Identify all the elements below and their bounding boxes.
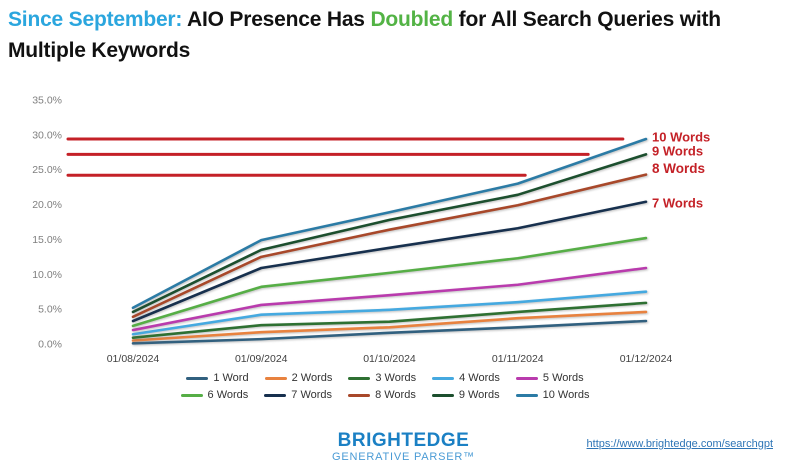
legend-label: 1 Word [213, 372, 249, 384]
series-line-4-words [131, 290, 648, 336]
legend-swatch [186, 376, 209, 380]
series-line-1-word [131, 319, 648, 345]
legend-item-6-words: 6 Words [180, 389, 249, 401]
y-tick-label: 5.0% [38, 304, 62, 316]
y-tick-label: 25.0% [32, 164, 62, 176]
page-title: Since September: AIO Presence Has Double… [8, 4, 792, 66]
series-line-6-words [131, 236, 648, 328]
series-line-8-words [131, 173, 648, 319]
x-tick-label: 01/08/2024 [107, 353, 160, 365]
legend-label: 7 Words [291, 389, 333, 401]
title-segment: Doubled [370, 8, 454, 31]
legend-swatch [180, 393, 203, 397]
chart-legend: 1 Word 2 Words 3 Words 4 Words 5 Words 6 Wor… [0, 372, 770, 406]
chart-svg: 0.0% 5.0% 10.0% 15.0% 20.0% 25.0% 30.0% 35.0% 01… [32, 95, 710, 366]
title-segment: AIO Presence Has [182, 8, 371, 31]
x-tick-label: 01/09/2024 [235, 353, 288, 365]
legend-label: 5 Words [542, 372, 584, 384]
x-tick-label: 01/10/2024 [363, 353, 416, 365]
annotation-label-9-words: 9 Words [652, 143, 703, 158]
searchgpt-link[interactable]: https://www.brightedge.com/searchgpt [586, 438, 773, 450]
y-tick-label: 20.0% [32, 199, 62, 211]
legend-swatch [348, 393, 371, 397]
legend-swatch [264, 393, 287, 397]
x-tick-label: 01/11/2024 [492, 353, 544, 365]
legend-swatch [348, 376, 371, 380]
legend-swatch [515, 376, 538, 380]
legend-item-9-words: 9 Words [431, 389, 500, 401]
title-segment: Multiple Keywords [8, 39, 191, 62]
legend-item-7-words: 7 Words [264, 389, 332, 401]
series-line-2-words [131, 310, 648, 342]
legend-swatch [264, 376, 287, 380]
annotation-label-7-words: 7 Words [652, 196, 703, 211]
y-tick-label: 30.0% [32, 129, 62, 141]
legend-swatch [515, 393, 538, 397]
legend-item-2-words: 2 Words [264, 372, 333, 384]
legend-swatch [432, 376, 455, 380]
brightedge-logo: BRIGHTEDGE GENERATIVE PARSER™ [332, 431, 475, 464]
legend-item-8-words: 8 Words [348, 389, 416, 401]
legend-item-4-words: 4 Words [432, 372, 500, 384]
legend-label: 6 Words [207, 389, 249, 401]
annotation-label-8-words: 8 Words [652, 161, 705, 176]
legend-item-10-words: 10 Words [515, 389, 590, 401]
legend-item-3-words: 3 Words [348, 372, 416, 384]
chart-area: 0.0% 5.0% 10.0% 15.0% 20.0% 25.0% 30.0% 35.0% 01… [0, 88, 800, 378]
series-line-5-words [131, 266, 648, 332]
series-line-10-words [131, 137, 648, 310]
legend-row-2: 6 Words 7 Words 8 Words 9 Words 10 Words [0, 389, 770, 401]
y-tick-label: 35.0% [32, 95, 62, 107]
legend-label: 10 Words [542, 389, 590, 401]
legend-item-5-words: 5 Words [515, 372, 584, 384]
series-line-3-words [131, 301, 648, 340]
logo-product-text: GENERATIVE PARSER™ [332, 451, 475, 463]
y-tick-label: 15.0% [32, 234, 62, 246]
series-line-7-words [131, 200, 648, 323]
y-tick-label: 0.0% [38, 339, 62, 351]
annotation-label-10-words: 10 Words [652, 129, 710, 144]
legend-label: 9 Words [458, 389, 500, 401]
title-segment: for All Search Queries with [453, 8, 721, 31]
legend-label: 2 Words [291, 372, 333, 384]
legend-item-1-word: 1 Word [186, 372, 249, 384]
legend-row-1: 1 Word 2 Words 3 Words 4 Words 5 Words [0, 372, 770, 384]
legend-swatch [431, 393, 454, 397]
title-segment: Since September: [8, 8, 183, 31]
legend-label: 4 Words [459, 372, 500, 384]
logo-brand-text: BRIGHTEDGE [337, 430, 470, 451]
y-tick-label: 10.0% [32, 269, 62, 281]
x-tick-label: 01/12/2024 [620, 353, 673, 365]
legend-label: 8 Words [375, 389, 416, 401]
series-line-9-words [131, 153, 648, 314]
legend-label: 3 Words [375, 372, 417, 384]
